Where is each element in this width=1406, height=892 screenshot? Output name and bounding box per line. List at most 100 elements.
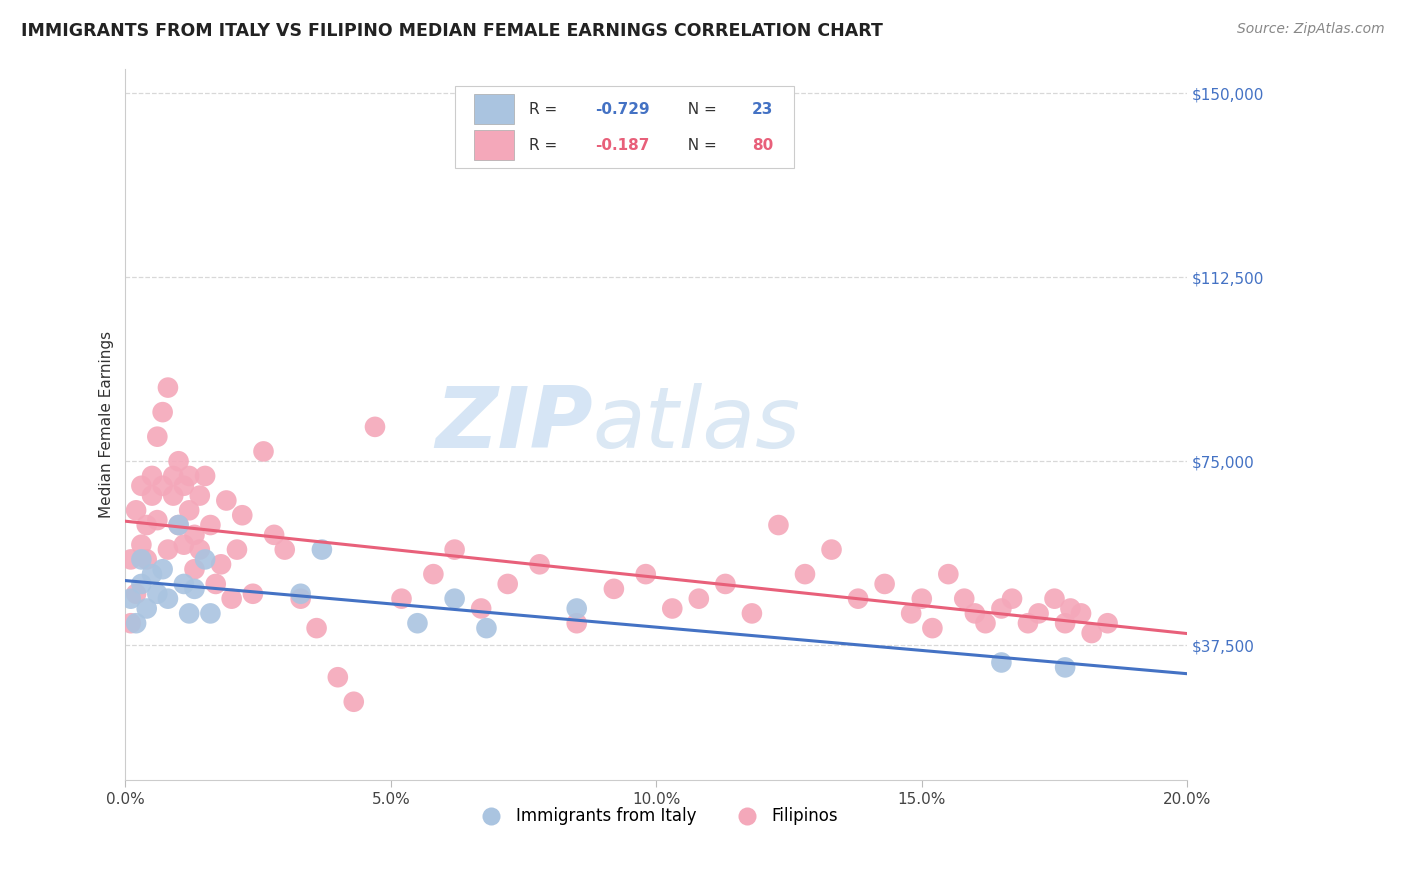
Point: [990, 601, 1012, 615]
Point: [194, 552, 217, 566]
Point: [200, 607, 222, 621]
Point: [846, 591, 869, 606]
Point: [1017, 616, 1039, 631]
FancyBboxPatch shape: [454, 87, 794, 169]
Point: [634, 567, 657, 582]
Text: Source: ZipAtlas.com: Source: ZipAtlas.com: [1237, 22, 1385, 37]
Point: [326, 670, 349, 684]
Point: [141, 469, 163, 483]
Point: [794, 567, 817, 582]
Point: [120, 616, 142, 631]
Text: R =: R =: [529, 102, 562, 117]
Point: [274, 542, 297, 557]
Point: [194, 469, 217, 483]
Point: [131, 577, 153, 591]
Point: [167, 518, 190, 533]
Point: [343, 695, 366, 709]
Y-axis label: Median Female Earnings: Median Female Earnings: [100, 331, 114, 518]
Text: 80: 80: [752, 137, 773, 153]
Legend: Immigrants from Italy, Filipinos: Immigrants from Italy, Filipinos: [474, 807, 838, 825]
Point: [1043, 591, 1066, 606]
Point: [125, 587, 148, 601]
Point: [603, 582, 626, 596]
Point: [167, 518, 190, 533]
Point: [1080, 626, 1102, 640]
Point: [496, 577, 519, 591]
Point: [141, 489, 163, 503]
Text: -0.187: -0.187: [595, 137, 650, 153]
Point: [125, 503, 148, 517]
Point: [156, 381, 179, 395]
Point: [953, 591, 976, 606]
Point: [921, 621, 943, 635]
Point: [135, 552, 157, 566]
Point: [226, 542, 249, 557]
Point: [146, 513, 169, 527]
Point: [714, 577, 737, 591]
Point: [873, 577, 896, 591]
Point: [1054, 660, 1077, 674]
Point: [152, 562, 174, 576]
Point: [135, 518, 157, 533]
Text: N =: N =: [678, 137, 721, 153]
Point: [162, 469, 184, 483]
Point: [146, 587, 169, 601]
Point: [204, 577, 226, 591]
Point: [120, 552, 142, 566]
Point: [963, 607, 986, 621]
Text: IMMIGRANTS FROM ITALY VS FILIPINO MEDIAN FEMALE EARNINGS CORRELATION CHART: IMMIGRANTS FROM ITALY VS FILIPINO MEDIAN…: [21, 22, 883, 40]
Point: [529, 558, 551, 572]
Point: [422, 567, 444, 582]
Text: ZIP: ZIP: [434, 383, 593, 466]
Point: [974, 616, 997, 631]
Point: [188, 542, 211, 557]
Bar: [474, 130, 515, 161]
Point: [183, 582, 205, 596]
Point: [1097, 616, 1119, 631]
Point: [565, 616, 588, 631]
Point: [183, 562, 205, 576]
Point: [990, 656, 1012, 670]
Point: [443, 591, 465, 606]
Point: [162, 489, 184, 503]
Point: [146, 430, 169, 444]
Point: [141, 567, 163, 582]
Point: [768, 518, 790, 533]
Point: [183, 528, 205, 542]
Point: [179, 607, 201, 621]
Point: [156, 591, 179, 606]
Point: [820, 542, 842, 557]
Point: [364, 420, 387, 434]
Point: [252, 444, 274, 458]
Bar: [474, 95, 515, 124]
Point: [231, 508, 253, 523]
Point: [1070, 607, 1092, 621]
Text: R =: R =: [529, 137, 562, 153]
Point: [406, 616, 429, 631]
Point: [290, 587, 312, 601]
Point: [565, 601, 588, 615]
Point: [936, 567, 959, 582]
Point: [179, 469, 201, 483]
Point: [209, 558, 232, 572]
Point: [200, 518, 222, 533]
Point: [152, 405, 174, 419]
Point: [911, 591, 934, 606]
Point: [173, 538, 195, 552]
Point: [443, 542, 465, 557]
Point: [1054, 616, 1077, 631]
Point: [688, 591, 710, 606]
Point: [305, 621, 328, 635]
Point: [188, 489, 211, 503]
Point: [131, 552, 153, 566]
Point: [167, 454, 190, 468]
Point: [120, 591, 142, 606]
Point: [290, 591, 312, 606]
Point: [156, 542, 179, 557]
Point: [173, 479, 195, 493]
Point: [900, 607, 922, 621]
Point: [263, 528, 285, 542]
Point: [391, 591, 413, 606]
Point: [131, 538, 153, 552]
Point: [470, 601, 492, 615]
